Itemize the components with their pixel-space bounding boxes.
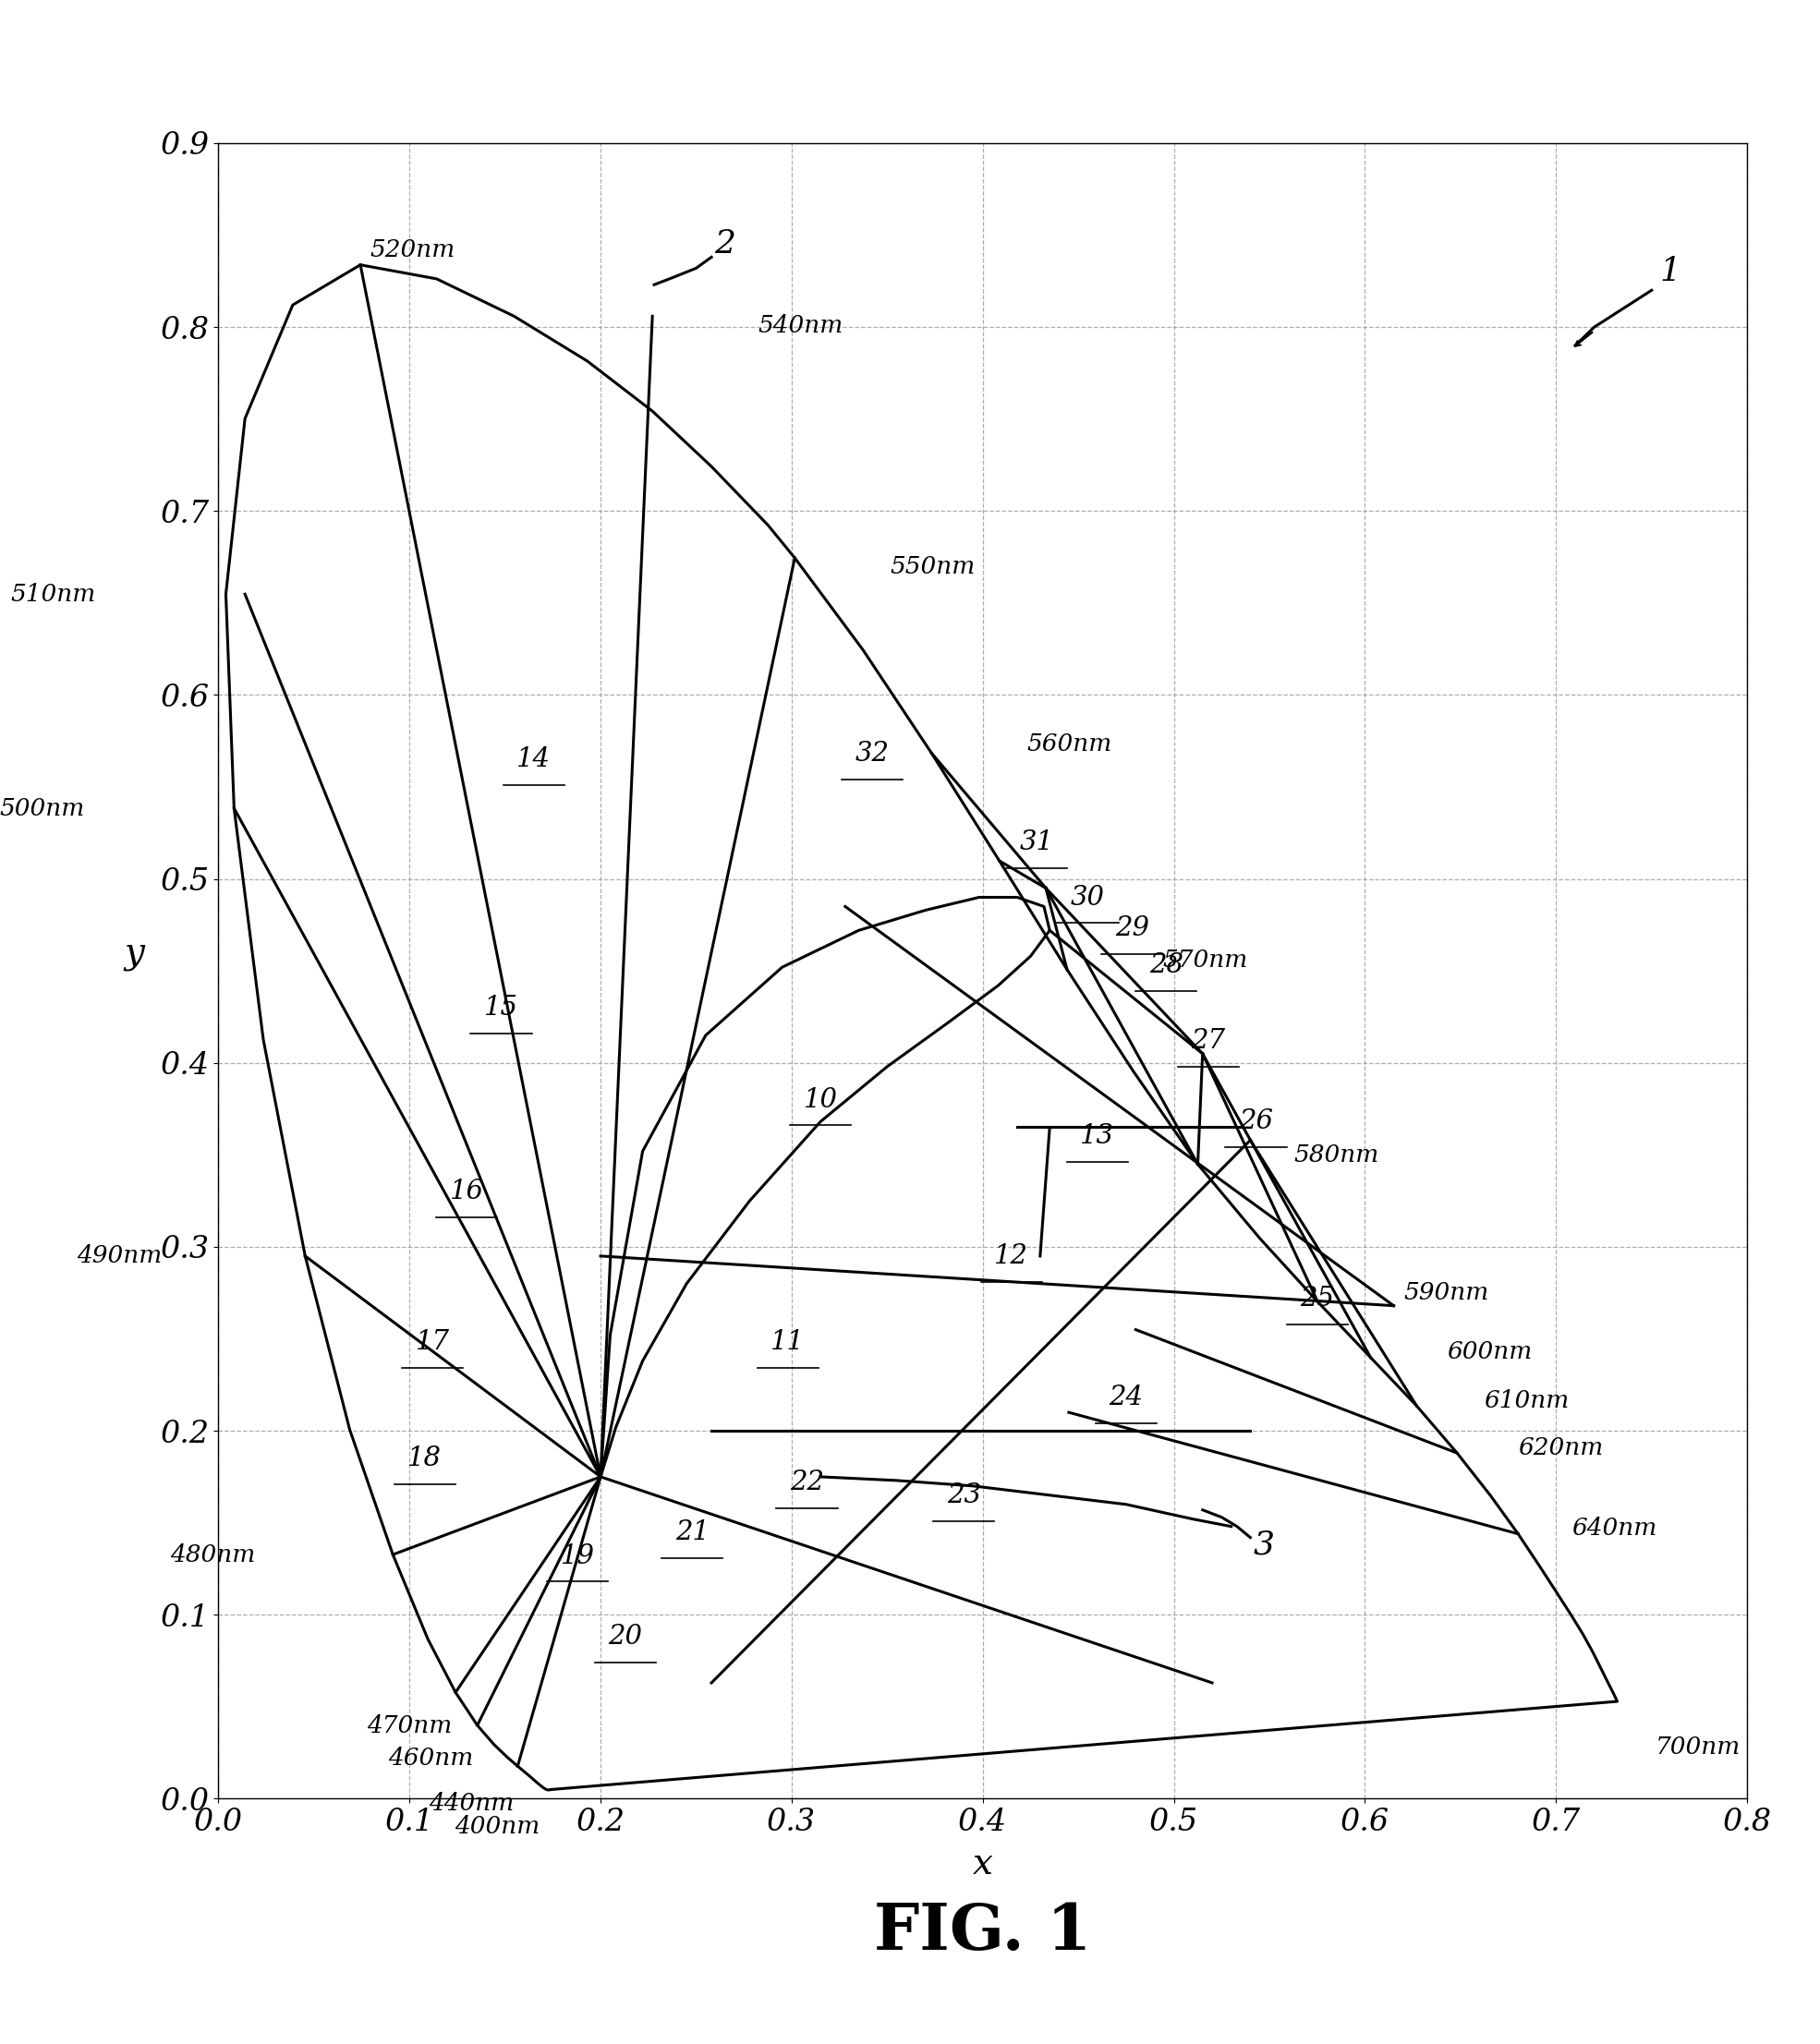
Text: 510nm: 510nm <box>11 583 96 605</box>
Text: 14: 14 <box>517 746 551 773</box>
Text: 640nm: 640nm <box>1572 1517 1656 1539</box>
Text: 3: 3 <box>1254 1529 1274 1560</box>
Text: FIG. 1: FIG. 1 <box>874 1901 1092 1962</box>
Text: 22: 22 <box>790 1470 824 1496</box>
Text: 17: 17 <box>415 1329 450 1355</box>
Text: 18: 18 <box>408 1445 442 1472</box>
Text: 480nm: 480nm <box>169 1543 255 1566</box>
Text: 490nm: 490nm <box>76 1245 162 1267</box>
Text: 600nm: 600nm <box>1447 1341 1532 1363</box>
Text: 24: 24 <box>1108 1384 1143 1410</box>
Text: 700nm: 700nm <box>1656 1735 1740 1760</box>
Y-axis label: y: y <box>124 936 144 971</box>
Text: 440nm: 440nm <box>430 1791 513 1815</box>
Text: 29: 29 <box>1116 916 1148 942</box>
Text: 400nm: 400nm <box>455 1815 541 1838</box>
Text: 11: 11 <box>772 1329 804 1355</box>
Text: 550nm: 550nm <box>890 556 976 578</box>
Text: 13: 13 <box>1081 1124 1114 1149</box>
Text: 590nm: 590nm <box>1403 1282 1489 1304</box>
Text: 500nm: 500nm <box>0 797 86 820</box>
Text: 560nm: 560nm <box>1026 732 1112 754</box>
Text: 10: 10 <box>803 1087 837 1112</box>
Text: 16: 16 <box>450 1179 484 1204</box>
Text: 27: 27 <box>1192 1028 1225 1055</box>
Text: 32: 32 <box>855 740 888 766</box>
Text: 21: 21 <box>675 1519 710 1545</box>
Text: 580nm: 580nm <box>1294 1143 1378 1167</box>
Text: 20: 20 <box>608 1623 642 1650</box>
Text: 26: 26 <box>1239 1108 1274 1134</box>
Text: 30: 30 <box>1070 885 1105 910</box>
Text: 19: 19 <box>561 1543 595 1570</box>
Text: 540nm: 540nm <box>757 315 843 337</box>
Text: 2: 2 <box>713 229 735 260</box>
Text: 15: 15 <box>484 995 519 1020</box>
Text: 23: 23 <box>946 1482 981 1508</box>
Text: 1: 1 <box>1660 256 1682 288</box>
Text: 25: 25 <box>1299 1286 1334 1312</box>
Text: 470nm: 470nm <box>366 1715 451 1737</box>
Text: 610nm: 610nm <box>1483 1388 1569 1412</box>
Text: 570nm: 570nm <box>1163 948 1249 973</box>
Text: 620nm: 620nm <box>1518 1437 1603 1459</box>
Text: 12: 12 <box>994 1243 1028 1269</box>
X-axis label: x: x <box>972 1848 994 1883</box>
Text: 31: 31 <box>1019 830 1054 854</box>
Text: 520nm: 520nm <box>369 239 455 262</box>
Text: 460nm: 460nm <box>388 1748 473 1770</box>
Text: 28: 28 <box>1148 953 1183 979</box>
